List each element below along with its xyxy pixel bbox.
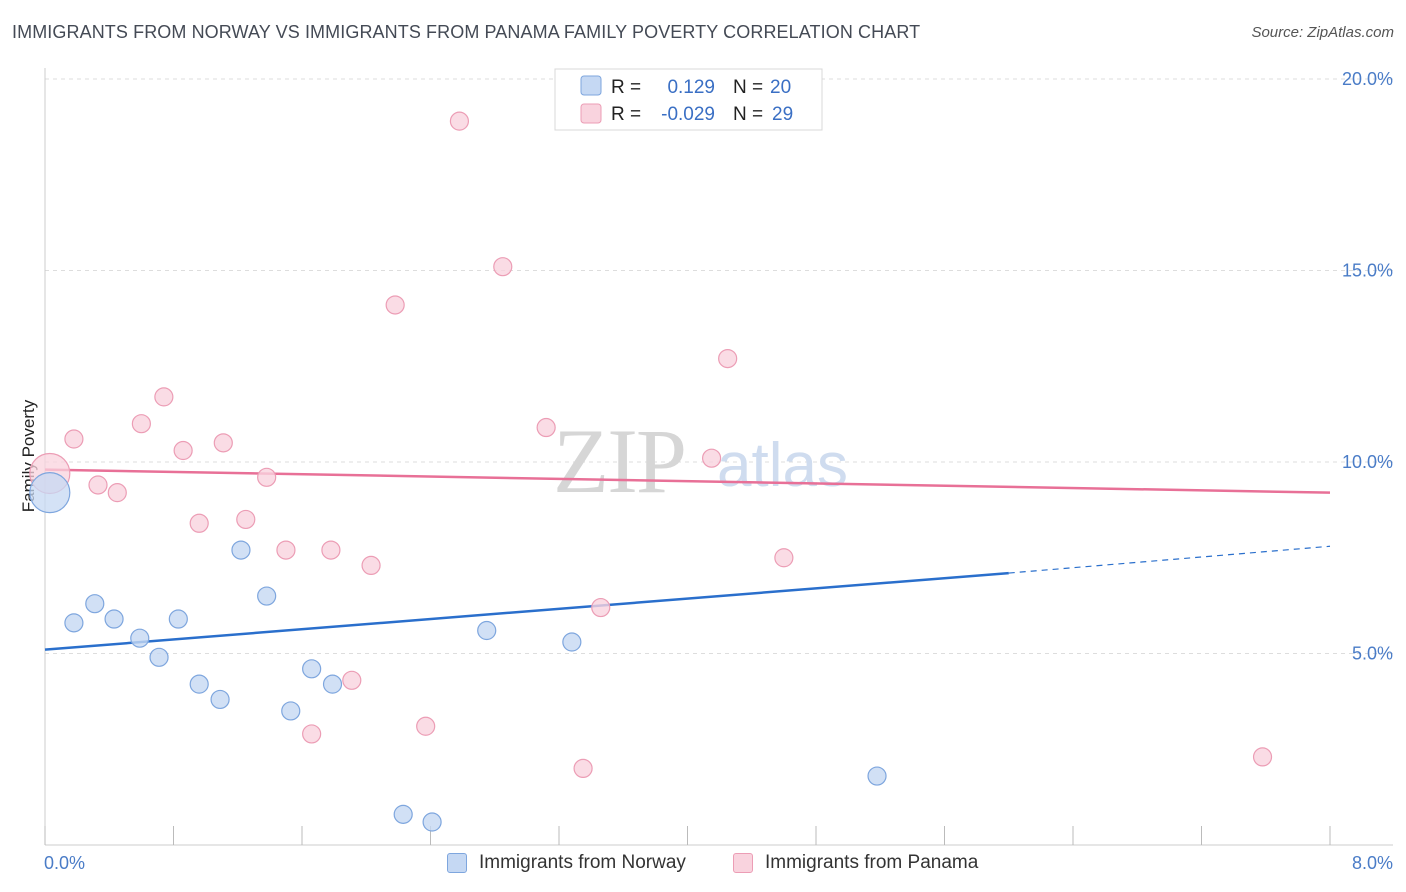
y-tick-label: 20.0% <box>1342 69 1393 89</box>
data-point-norway <box>562 632 582 652</box>
x-tick-labels: 0.0% 8.0% <box>44 853 1393 873</box>
data-point-panama <box>302 724 322 744</box>
data-point-norway <box>189 674 209 694</box>
legend-item-norway: Immigrants from Norway <box>447 852 686 874</box>
data-point-norway <box>477 620 497 641</box>
trend-lines <box>44 468 1331 651</box>
data-point-norway <box>281 701 301 721</box>
data-point-norway <box>231 540 251 560</box>
y-tick-label: 5.0% <box>1352 644 1393 664</box>
legend-swatch-norway-bottom <box>447 853 467 873</box>
data-point-panama <box>321 540 341 560</box>
trend-line-panama <box>44 468 1331 494</box>
data-point-panama <box>718 348 738 369</box>
legend-norway-r-label: R = <box>611 77 641 98</box>
legend-panama-n-value: 29 <box>772 104 793 125</box>
data-point-norway <box>322 674 343 694</box>
chart-title: IMMIGRANTS FROM NORWAY VS IMMIGRANTS FRO… <box>12 22 921 42</box>
data-point-panama <box>342 670 362 690</box>
legend-swatch-norway <box>580 75 602 96</box>
data-point-panama <box>774 548 794 568</box>
legend-swatch-panama <box>580 103 602 124</box>
data-point-panama <box>107 483 127 503</box>
legend-bottom: Immigrants from Norway Immigrants from P… <box>0 850 1406 880</box>
data-point-norway <box>302 659 322 679</box>
legend-panama-r-label: R = <box>611 104 641 125</box>
data-point-panama <box>64 429 84 449</box>
y-tick-labels: 5.0% 10.0% 15.0% 20.0% <box>1342 69 1393 664</box>
legend-norway-n-value: 20 <box>770 77 791 98</box>
watermark: ZIP atlas <box>553 410 848 512</box>
data-point-panama <box>276 540 296 560</box>
y-tick-label: 10.0% <box>1342 452 1393 472</box>
data-point-norway <box>149 647 169 667</box>
y-tick-label: 15.0% <box>1342 261 1393 281</box>
data-point-panama <box>573 758 593 779</box>
data-point-panama <box>701 448 722 468</box>
x-tick-label: 8.0% <box>1352 853 1393 873</box>
data-point-panama <box>173 440 193 461</box>
data-point-panama <box>257 467 277 487</box>
data-point-panama <box>131 414 151 434</box>
trend-line-norway-extension <box>1008 545 1331 574</box>
legend-top: R = 0.129 N = 20 R = -0.029 N = 29 <box>554 68 823 131</box>
trend-line-norway <box>44 571 1009 651</box>
data-point-norway <box>29 472 71 514</box>
legend-label-panama: Immigrants from Panama <box>765 852 979 873</box>
data-point-norway <box>257 586 277 606</box>
data-point-panama <box>1252 747 1273 767</box>
legend-norway-r-value: 0.129 <box>667 77 715 98</box>
data-point-norway <box>64 613 84 633</box>
source-label: Source: ZipAtlas.com <box>1251 24 1394 41</box>
data-point-panama <box>385 295 405 315</box>
data-point-norway <box>104 609 124 629</box>
data-point-panama <box>361 555 381 576</box>
data-point-panama <box>154 387 174 407</box>
data-point-norway <box>168 609 188 629</box>
data-point-norway <box>867 766 887 786</box>
watermark-atlas: atlas <box>717 431 848 500</box>
legend-item-panama: Immigrants from Panama <box>733 852 978 874</box>
data-point-panama <box>536 417 556 438</box>
legend-swatch-panama-bottom <box>733 853 753 873</box>
data-point-norway <box>210 689 230 710</box>
data-point-panama <box>88 475 108 495</box>
data-point-norway <box>422 812 442 832</box>
watermark-zip: ZIP <box>553 410 685 512</box>
data-point-norway <box>393 804 413 824</box>
grid-lines <box>45 78 1393 654</box>
data-point-panama <box>416 716 436 736</box>
data-point-panama <box>591 597 611 618</box>
legend-panama-n-label: N = <box>733 104 763 125</box>
data-point-norway <box>85 594 105 614</box>
data-point-panama <box>449 111 470 131</box>
legend-norway-n-label: N = <box>733 77 763 98</box>
legend-label-norway: Immigrants from Norway <box>479 852 686 873</box>
x-tick-label: 0.0% <box>44 853 85 873</box>
legend-panama-r-value: -0.029 <box>661 104 715 125</box>
data-points <box>29 69 1273 832</box>
data-point-panama <box>189 513 209 533</box>
data-point-norway <box>130 628 150 648</box>
data-point-panama <box>236 509 256 530</box>
data-point-panama <box>493 257 513 277</box>
data-point-panama <box>213 433 233 453</box>
